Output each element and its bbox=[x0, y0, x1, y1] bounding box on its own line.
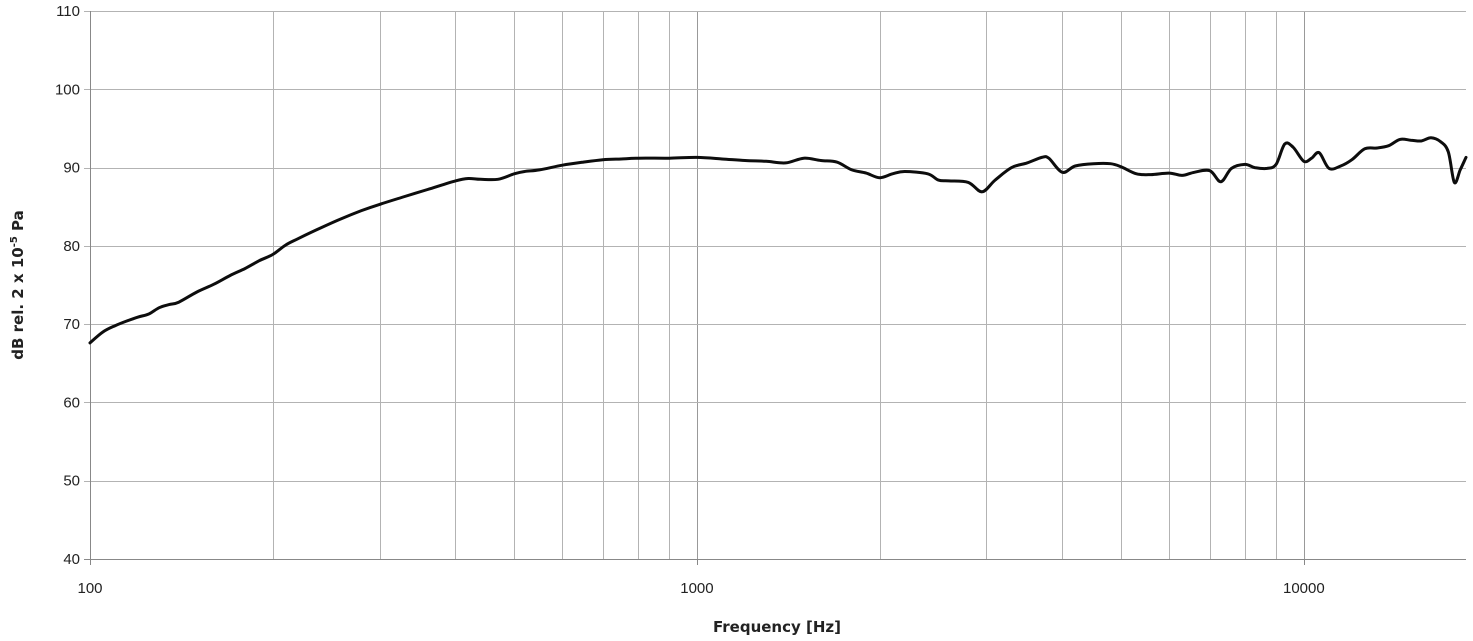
x-tick-labels: 100 1000 10000 bbox=[77, 580, 1324, 597]
axes bbox=[84, 11, 1466, 565]
y-axis-title-unit: Pa bbox=[9, 210, 27, 236]
x-gridlines bbox=[90, 11, 1305, 559]
y-tick-label: 90 bbox=[63, 160, 80, 177]
y-gridlines bbox=[84, 11, 1466, 560]
y-tick-label: 70 bbox=[63, 316, 80, 333]
x-tick-label: 10000 bbox=[1283, 580, 1325, 597]
y-tick-label: 110 bbox=[56, 3, 80, 20]
y-tick-label: 80 bbox=[63, 238, 80, 255]
x-tick-label: 100 bbox=[77, 580, 102, 597]
x-axis-title: Frequency [Hz] bbox=[713, 618, 841, 636]
y-axis-title: dB rel. 2 x 10-5 Pa bbox=[9, 210, 27, 360]
y-tick-label: 50 bbox=[63, 473, 80, 490]
x-tick-label: 1000 bbox=[680, 580, 713, 597]
y-axis-title-exponent: -5 bbox=[9, 236, 20, 247]
y-tick-labels: 40 50 60 70 80 90 100 110 bbox=[55, 3, 80, 568]
y-tick-label: 60 bbox=[63, 394, 80, 411]
frequency-response-line bbox=[88, 136, 1468, 345]
y-tick-label: 40 bbox=[63, 551, 80, 568]
y-tick-label: 100 bbox=[55, 81, 80, 98]
y-axis-title-text: dB rel. 2 x 10 bbox=[9, 247, 27, 359]
